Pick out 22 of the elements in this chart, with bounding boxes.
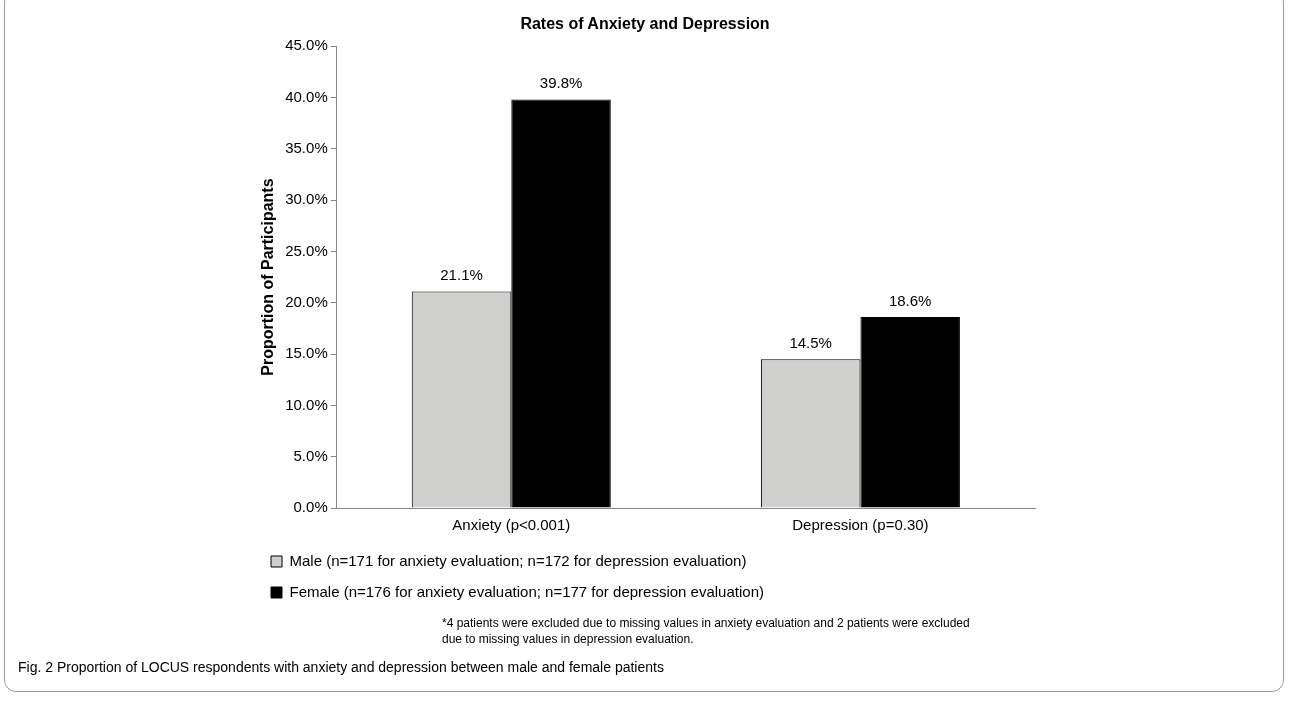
y-tick-label: 25.0%: [285, 241, 328, 259]
data-label: 18.6%: [888, 291, 932, 309]
y-tick-label: 5.0%: [293, 446, 328, 464]
y-tick-label: 35.0%: [285, 138, 328, 156]
data-label: 21.1%: [440, 266, 483, 284]
legend-label: Male (n=171 for anxiety evaluation; n=172 for depression evaluation): [289, 551, 747, 569]
y-tick-label: 45.0%: [285, 36, 328, 54]
y-tick-label: 15.0%: [285, 344, 328, 362]
caption: Fig. 2 Proportion of LOCUS respondents with anxiety and depression between male and female patients: [18, 659, 665, 675]
y-tick-label: 20.0%: [285, 292, 328, 310]
legend-label: Female (n=176 for anxiety evaluation; n=177 for depression evaluation): [289, 582, 764, 600]
y-tick-label: 10.0%: [285, 395, 328, 413]
data-label: 39.8%: [539, 74, 583, 92]
y-tick-label: 40.0%: [285, 87, 328, 105]
data-label: 14.5%: [789, 333, 832, 351]
x-tick-label: Depression (p=0.30): [792, 516, 929, 534]
y-tick-label: 30.0%: [285, 190, 328, 208]
y-axis-title: Proportion of Participants: [259, 178, 277, 376]
chart-title: Rates of Anxiety and Depression: [520, 15, 770, 33]
x-tick-label: Anxiety (p<0.001): [452, 516, 571, 534]
y-tick-label: 0.0%: [293, 498, 328, 516]
text: *4 patients were excluded due to missing values in anxiety evaluation and 2 patients were excluded due to missing values in depression evaluation.: [442, 615, 971, 647]
